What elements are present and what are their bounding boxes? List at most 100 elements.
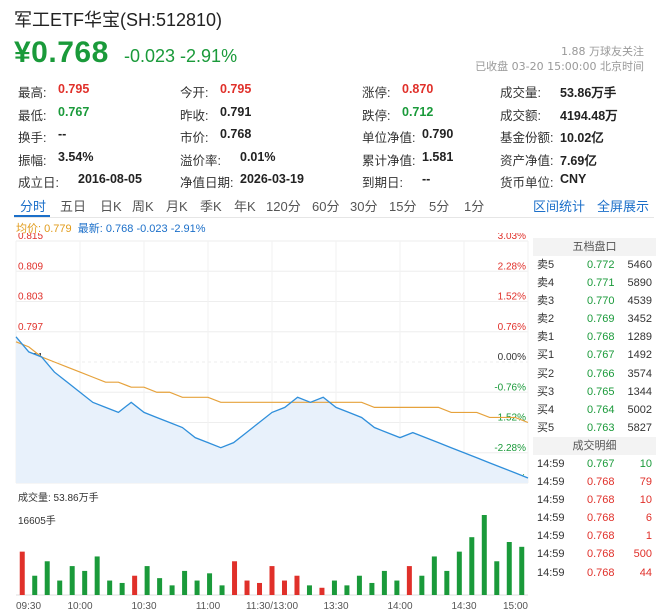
info-label: 最低:: [18, 108, 47, 123]
followers-count[interactable]: 1.88 万球友关注: [561, 45, 644, 58]
follow-status: 1.88 万球友关注 已收盘 03-20 15:00:00 北京时间: [475, 44, 644, 74]
order-label: 卖5: [537, 259, 555, 271]
info-value: 10.02亿: [560, 131, 604, 145]
info-row: 换手: -- 市价: 0.768 单位净值: 0.790 基金份额: 10.02亿: [18, 127, 648, 150]
trade-price: 0.768: [587, 566, 615, 579]
order-book-title: 五档盘口: [533, 238, 656, 256]
trade-time: 14:59: [537, 512, 565, 525]
info-value: 0.791: [220, 104, 252, 119]
info-value: 0.767: [58, 104, 90, 119]
info-label: 溢价率:: [180, 153, 221, 168]
trade-time: 14:59: [537, 476, 565, 489]
tab-2[interactable]: 日K: [100, 199, 122, 214]
info-value: 2026-03-19: [240, 172, 304, 186]
info-value: 1.581: [422, 149, 454, 164]
volume-bar: [394, 580, 400, 595]
tab-5[interactable]: 季K: [200, 199, 222, 214]
order-row: 卖3 0.770 4539: [533, 292, 656, 310]
intraday-chart[interactable]: 0.815 3.03% 0.809 2.28% 0.803 1.52% 0.797 0.76%…: [0, 233, 530, 613]
info-value: --: [422, 172, 431, 186]
current-price: ¥0.768: [14, 36, 109, 69]
volume-bar: [469, 537, 475, 595]
tab-11[interactable]: 5分: [429, 199, 450, 214]
tab-9[interactable]: 30分: [350, 199, 378, 214]
volume-bar: [44, 561, 50, 595]
order-label: 买1: [537, 349, 555, 362]
order-row: 买3 0.765 1344: [533, 383, 656, 401]
order-row: 买5 0.763 5827: [533, 419, 656, 437]
trade-volume: 44: [639, 566, 652, 579]
info-value: 0.712: [402, 104, 434, 119]
stock-title: 军工ETF华宝(SH:512810): [14, 10, 223, 30]
info-label: 货币单位:: [500, 176, 554, 190]
info-value: CNY: [560, 172, 587, 186]
volume-bar: [207, 573, 213, 595]
order-label: 卖4: [537, 277, 555, 290]
order-price: 0.766: [587, 367, 615, 380]
trade-time: 14:59: [537, 566, 565, 579]
x-tick: 09:30: [16, 601, 41, 612]
trade-price: 0.768: [587, 530, 615, 543]
tab-8[interactable]: 60分: [312, 199, 340, 214]
order-price: 0.764: [587, 403, 615, 416]
tab-6[interactable]: 年K: [234, 199, 256, 214]
order-label: 卖1: [537, 331, 555, 344]
volume-bar: [119, 582, 125, 595]
info-row: 最高: 0.795 今开: 0.795 涨停: 0.870 成交量: 53.86万手: [18, 82, 648, 105]
info-label: 成交量:: [500, 86, 541, 100]
market-status: 已收盘 03-20 15:00:00 北京时间: [475, 60, 644, 73]
volume-bar: [431, 556, 437, 595]
order-label: 买4: [537, 403, 555, 416]
tab-4[interactable]: 月K: [166, 199, 188, 214]
info-row: 成立日: 2016-08-05 净值日期: 2026-03-19 到期日: -- 货币单位:…: [18, 172, 648, 195]
trade-time: 14:59: [537, 548, 565, 561]
x-tick: 11:30/13:00: [246, 601, 299, 612]
avg-price-line: [15, 341, 529, 424]
y-price-tick: 0.797: [18, 322, 43, 333]
chart-legend: 均价: 0.779 最新: 0.768 -0.023 -2.91%: [16, 220, 206, 236]
x-tick: 10:30: [131, 601, 156, 612]
info-value: 0.870: [402, 82, 434, 96]
x-tick: 15:00: [503, 601, 528, 612]
tab-10[interactable]: 15分: [389, 199, 417, 214]
volume-bar: [331, 580, 337, 595]
volume-bar: [107, 580, 113, 595]
tab-7[interactable]: 120分: [266, 199, 301, 214]
volume-bar: [82, 570, 88, 595]
info-label: 跌停:: [362, 108, 391, 123]
info-label: 市价:: [180, 131, 209, 145]
volume-bar: [306, 585, 312, 595]
trade-row: 14:59 0.768 79: [533, 473, 656, 491]
range-stats-button[interactable]: 区间统计: [533, 199, 586, 214]
order-label: 买3: [537, 385, 555, 398]
tab-12[interactable]: 1分: [464, 199, 485, 214]
info-label: 基金份额:: [500, 131, 554, 145]
info-label: 成交额:: [500, 108, 541, 123]
order-volume: 1344: [627, 385, 652, 398]
order-price: 0.768: [587, 331, 615, 344]
volume-bar: [406, 566, 412, 595]
y-pct-tick: 0.76%: [498, 322, 526, 333]
x-tick: 10:00: [67, 601, 92, 612]
y-price-tick: 0.815: [18, 233, 43, 242]
tab-0[interactable]: 分时: [20, 199, 47, 214]
order-row: 卖4 0.771 5890: [533, 274, 656, 292]
trade-volume: 500: [633, 548, 652, 561]
fullscreen-button[interactable]: 全屏展示: [597, 199, 650, 214]
tab-3[interactable]: 周K: [132, 199, 154, 214]
volume-bar: [506, 542, 512, 595]
trade-row: 14:59 0.768 6: [533, 509, 656, 527]
info-label: 今开:: [180, 86, 209, 100]
order-volume: 1289: [627, 331, 652, 344]
y-pct-tick: 2.28%: [498, 261, 526, 272]
volume-bar: [232, 561, 238, 595]
info-value: 4194.48万: [560, 108, 618, 123]
info-label: 涨停:: [362, 86, 391, 100]
info-label: 累计净值:: [362, 153, 416, 168]
trade-row: 14:59 0.767 10: [533, 455, 656, 473]
price-change: -0.023 -2.91%: [124, 46, 238, 66]
tab-1[interactable]: 五日: [60, 199, 87, 214]
trade-row: 14:59 0.768 500: [533, 545, 656, 563]
volume-label: 成交量: 53.86万手: [18, 491, 99, 504]
volume-bar: [369, 582, 375, 595]
